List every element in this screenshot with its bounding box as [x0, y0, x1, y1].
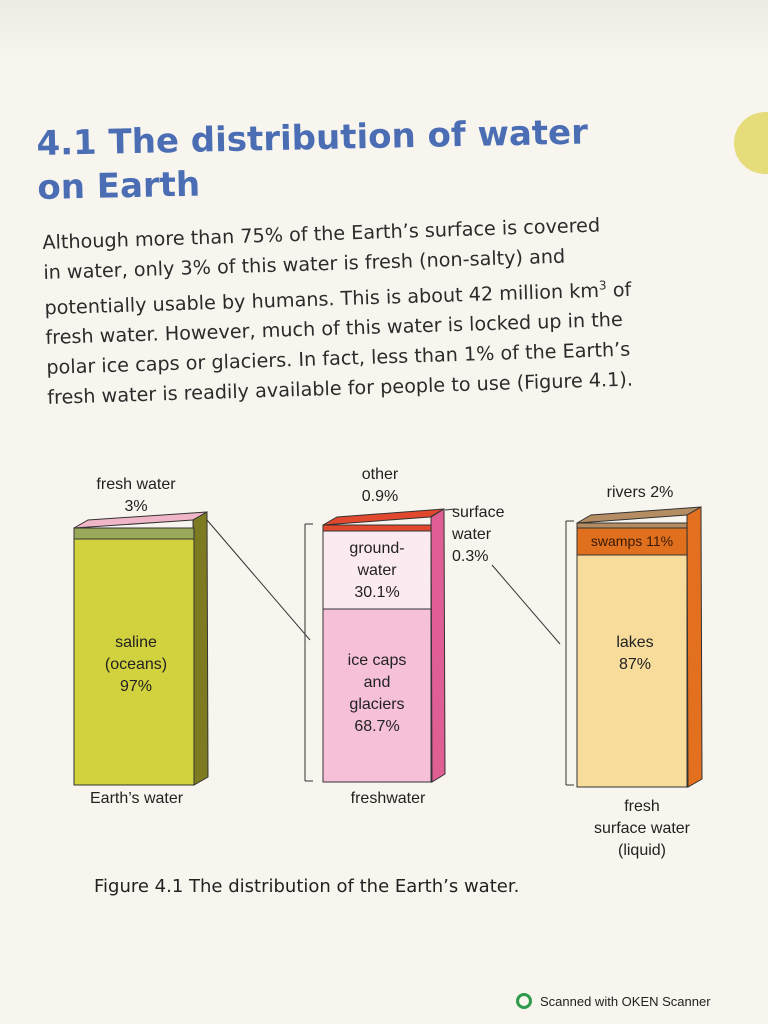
groundwater-label: ground- water 30.1% [323, 538, 431, 604]
saline-label-text: saline [115, 634, 157, 651]
connector-line [206, 519, 311, 641]
swamps-band [576, 527, 688, 556]
surface-water-side-face [686, 506, 703, 788]
groundwater-percent: 30.1% [354, 584, 400, 601]
freshwater-other-top-face [322, 508, 445, 526]
surface-water-pointer [444, 508, 456, 511]
page-top-shadow [0, 0, 768, 60]
other-percent: 0.9% [361, 488, 399, 505]
connector-line [491, 564, 561, 645]
freshwater-side-face [430, 508, 446, 783]
ice-caps-label-text: ice caps [347, 652, 407, 669]
surface-water-label: surface water 0.3% [452, 502, 528, 568]
saline-oceans-block [73, 538, 195, 786]
surface-water-caption-text: (liquid) [617, 842, 666, 859]
other-label: other 0.9% [330, 464, 430, 508]
rivers-label: rivers 2% [606, 484, 674, 501]
scanner-watermark: Scanned with OKEN Scanner [516, 990, 711, 1012]
swamps-label: swamps 11% [590, 533, 674, 549]
lakes-percent: 87% [618, 656, 652, 673]
earths-water-bar [73, 511, 209, 786]
other-band [322, 524, 432, 532]
surface-water-label-text: water [452, 526, 492, 543]
rivers-band [576, 522, 688, 529]
surface-water-caption: fresh surface water (liquid) [572, 796, 712, 862]
ice-caps-percent: 68.7% [354, 718, 400, 735]
surface-water-label-text: surface [452, 504, 505, 521]
other-label-text: other [361, 466, 399, 483]
fresh-water-label: fresh water 3% [76, 474, 196, 518]
fresh-water-percent: 3% [124, 498, 148, 515]
saline-label: saline (oceans) 97% [76, 632, 196, 698]
ice-caps-label-text: and [363, 674, 391, 691]
rivers-top-face [576, 506, 702, 524]
lakes-label-text: lakes [616, 634, 654, 651]
saline-percent: 97% [119, 678, 153, 695]
groundwater-block [322, 530, 432, 610]
surface-water-bar [576, 506, 703, 788]
fresh-water-label-text: fresh water [96, 476, 176, 493]
scanner-text: Scanned with OKEN Scanner [540, 993, 711, 1009]
lakes-label: lakes 87% [577, 632, 693, 676]
fresh-water-band [73, 527, 195, 540]
lakes-block [576, 554, 688, 788]
surface-water-caption-text: surface water [593, 820, 691, 837]
figure-caption: Figure 4.1 The distribution of the Earth… [94, 876, 520, 897]
scanner-logo-icon [516, 993, 532, 1009]
ice-caps-label-text: glaciers [349, 696, 405, 713]
ice-caps-block [322, 608, 432, 783]
surface-water-percent: 0.3% [452, 548, 489, 565]
freshwater-caption: freshwater [350, 790, 426, 807]
earths-water-caption: Earth’s water [90, 790, 184, 807]
saline-label-text: (oceans) [104, 656, 168, 673]
freshwater-bar [322, 508, 446, 783]
groundwater-label-text: ground- [349, 540, 405, 557]
groundwater-label-text: water [357, 562, 397, 579]
surface-water-caption-text: fresh [624, 798, 660, 815]
ice-caps-label: ice caps and glaciers 68.7% [323, 650, 431, 738]
